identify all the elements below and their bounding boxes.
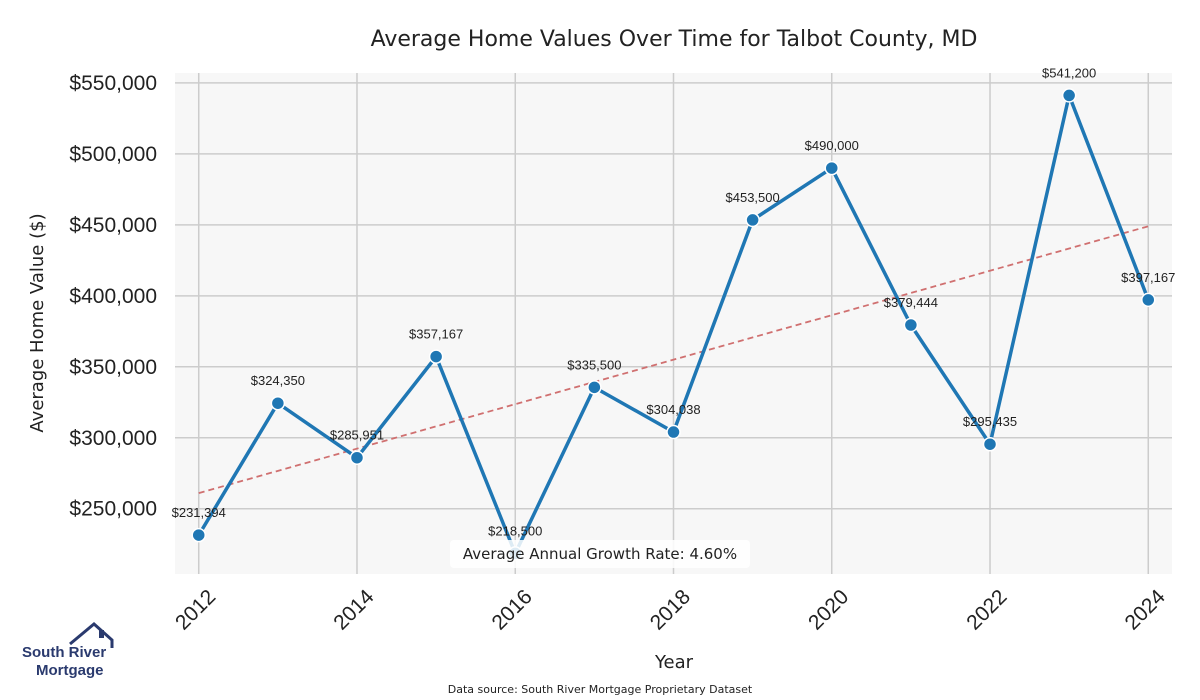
data-point <box>745 212 760 228</box>
chimney-icon <box>99 630 104 638</box>
data-point <box>1061 88 1077 103</box>
y-tick-label: $300,000 <box>69 427 157 450</box>
annotation-box <box>450 540 750 568</box>
data-labels: $231,394 $324,350 $285,951 $357,167 $218,500… <box>172 65 1176 538</box>
data-point <box>270 395 286 411</box>
data-point <box>982 436 998 452</box>
y-axis-ticks: $250,000 $300,000 $350,000 $400,000 $450,000… <box>69 72 157 521</box>
logo-line-1: South River <box>22 644 106 661</box>
data-label: $379,444 <box>884 295 938 310</box>
y-tick-label: $250,000 <box>69 498 157 521</box>
x-axis-ticks: 2012 2014 2016 2018 2020 2022 2024 <box>171 585 1170 635</box>
x-tick-label: 2012 <box>171 585 220 634</box>
data-label: $231,394 <box>172 505 226 520</box>
chart-title: Average Home Values Over Time for Talbot… <box>371 27 978 52</box>
trend-line-layer <box>198 225 1149 494</box>
logo-line-2: Mortgage <box>36 662 104 679</box>
y-axis-label: Average Home Value ($) <box>27 213 48 432</box>
y-tick-label: $450,000 <box>69 214 157 237</box>
data-point <box>428 349 444 364</box>
data-label: $295,435 <box>963 414 1017 429</box>
data-label: $357,167 <box>409 327 463 342</box>
data-label: $285,951 <box>330 428 384 443</box>
x-tick-label: 2016 <box>487 585 536 634</box>
y-tick-label: $350,000 <box>69 356 157 379</box>
data-label: $324,350 <box>251 373 305 388</box>
data-point <box>824 160 840 176</box>
data-point <box>349 450 365 465</box>
x-tick-label: 2024 <box>1120 585 1170 635</box>
data-label: $490,000 <box>805 138 859 153</box>
data-point <box>587 380 602 395</box>
x-tick-label: 2020 <box>804 585 853 634</box>
data-label: $397,167 <box>1121 270 1175 285</box>
data-source-note: Data source: South River Mortgage Propri… <box>448 683 753 696</box>
data-point <box>666 424 681 440</box>
trend-line <box>198 225 1149 494</box>
x-axis-label: Year <box>654 652 694 673</box>
data-label: $541,200 <box>1042 65 1096 80</box>
data-label: $335,500 <box>567 357 621 372</box>
annotation-text: Average Annual Growth Rate: 4.60% <box>463 545 737 563</box>
x-tick-label: 2014 <box>329 585 379 635</box>
data-point <box>191 527 206 543</box>
x-tick-label: 2018 <box>646 585 695 634</box>
south-river-mortgage-logo: South River Mortgage <box>22 622 114 679</box>
y-tick-label: $500,000 <box>69 143 157 166</box>
x-tick-label: 2022 <box>962 585 1011 634</box>
data-point <box>1141 292 1156 308</box>
y-tick-label: $400,000 <box>69 285 157 308</box>
y-tick-label: $550,000 <box>69 72 157 95</box>
series-layer <box>191 88 1156 561</box>
data-label: $218,500 <box>488 523 542 538</box>
data-point <box>903 317 919 333</box>
data-label: $304,038 <box>646 402 700 417</box>
data-label: $453,500 <box>726 190 780 205</box>
growth-rate-annotation: Average Annual Growth Rate: 4.60% <box>450 540 750 568</box>
